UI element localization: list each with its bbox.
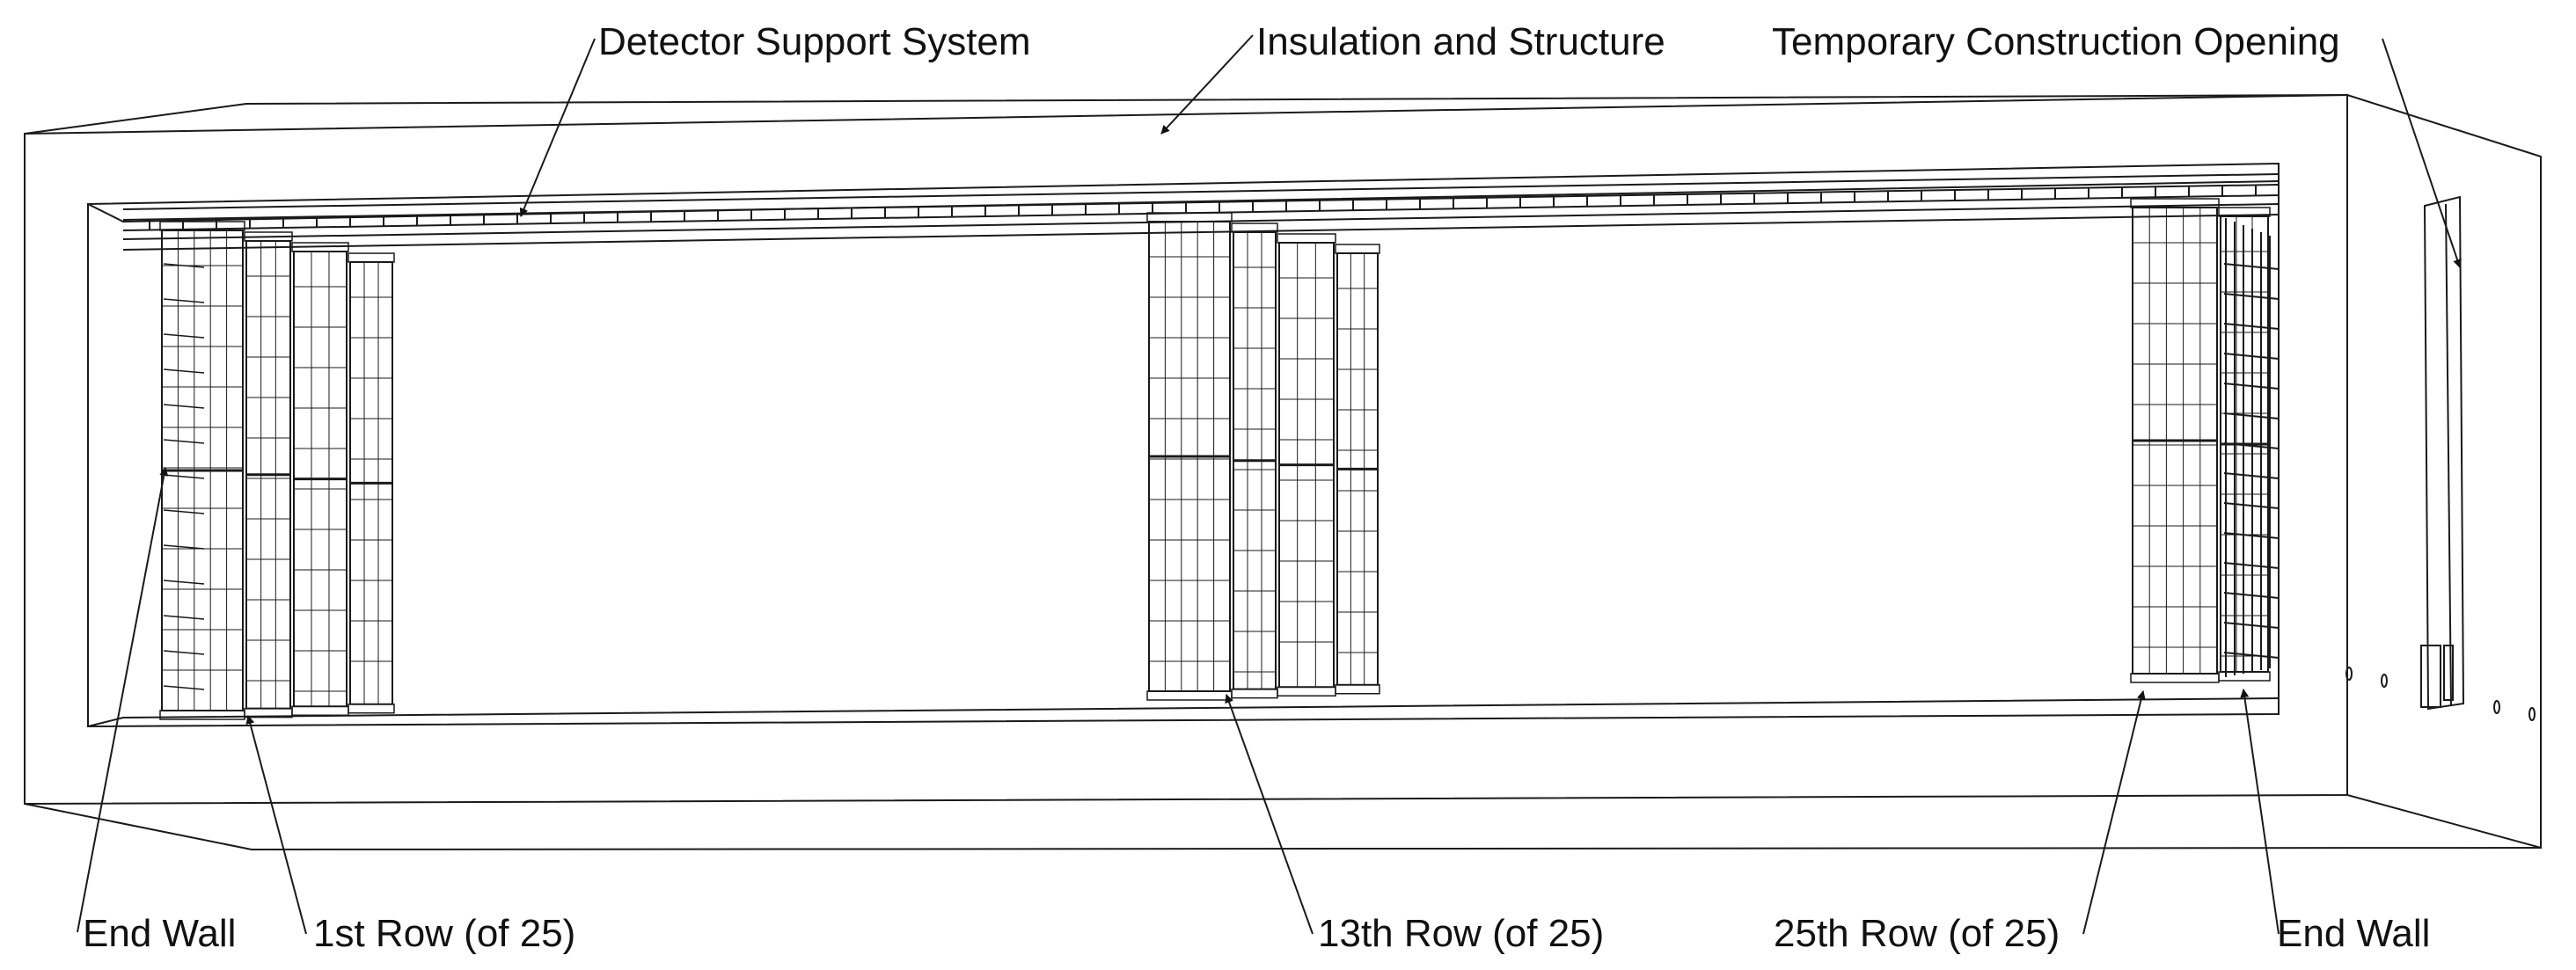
end-wall-rail-left	[164, 545, 204, 549]
support-beam	[123, 174, 2279, 209]
end-wall-rail-left	[164, 369, 204, 373]
port-3	[2493, 700, 2500, 714]
end-wall-rail	[2224, 533, 2279, 538]
apa-frame-cap	[1147, 213, 1232, 222]
apa-frame-cap	[1277, 234, 1336, 243]
side-face	[2347, 95, 2541, 848]
end-wall-rail	[2224, 563, 2279, 568]
support-beam	[123, 215, 2279, 250]
end-wall-rail-left	[164, 475, 204, 478]
apa-frame-cap	[292, 243, 348, 252]
apa-frame-cap	[2219, 208, 2270, 216]
apa-frame-cap	[1232, 223, 1277, 232]
apa-frame-foot	[1336, 685, 1379, 694]
end-wall-rail	[2224, 264, 2279, 269]
inner-opening	[88, 164, 2279, 726]
end-wall-rail	[2224, 294, 2279, 299]
end-wall-rail	[2224, 623, 2279, 628]
bottom-edge	[25, 804, 2541, 850]
label-detector-support-system: Detector Support System	[598, 20, 1031, 63]
end-wall-rail-left	[164, 510, 204, 514]
label-25th-row: 25th Row (of 25)	[1774, 912, 2060, 955]
opening-inner-line	[2446, 204, 2451, 705]
opening-door-left	[2421, 645, 2441, 707]
opening-door-right	[2444, 645, 2453, 700]
end-wall-rail	[2224, 443, 2279, 449]
leader-end-wall-left	[77, 467, 169, 932]
leader-insulation	[1161, 35, 1253, 135]
apa-frames	[160, 199, 2279, 719]
end-wall-rail-left	[164, 299, 204, 303]
end-wall-rail-left	[164, 651, 204, 654]
label-end-wall-left: End Wall	[83, 912, 237, 955]
end-wall-rail	[2224, 473, 2279, 478]
top-back-edge	[25, 95, 2347, 134]
label-temporary-construction-opening: Temporary Construction Opening	[1772, 20, 2340, 63]
end-wall-rail	[2224, 593, 2279, 598]
end-wall-rail	[2224, 354, 2279, 359]
apa-frame-foot	[348, 704, 394, 713]
end-wall-rail-left	[164, 686, 204, 689]
apa-frame-cap	[245, 232, 292, 241]
end-wall-rail	[2224, 413, 2279, 419]
inner-top-lip	[88, 181, 2279, 222]
end-wall-rail-left	[164, 405, 204, 408]
end-wall-rail	[2224, 383, 2279, 389]
port-2	[2381, 674, 2388, 688]
end-wall-rail-left	[164, 264, 204, 267]
label-end-wall-right: End Wall	[2277, 912, 2431, 955]
end-wall-rail	[2224, 503, 2279, 508]
detector-support-beams	[123, 174, 2279, 250]
construction-opening	[2345, 197, 2536, 721]
support-beam	[123, 185, 2279, 220]
end-wall-rail-left	[164, 616, 204, 619]
apa-frame-foot	[1232, 689, 1277, 698]
label-13th-row: 13th Row (of 25)	[1318, 912, 1605, 955]
end-wall-rail	[2224, 324, 2279, 329]
label-insulation-and-structure: Insulation and Structure	[1256, 20, 1665, 63]
leader-construction-opening	[2382, 39, 2462, 268]
end-wall-rail-left	[164, 440, 204, 443]
leader-1st-row	[245, 715, 306, 934]
apa-frame-foot	[2131, 674, 2219, 682]
end-wall-rail	[2224, 653, 2279, 658]
apa-frame-foot	[1147, 691, 1232, 700]
apa-frame-foot	[160, 711, 245, 719]
apa-frame-cap	[160, 222, 245, 230]
apa-frame-cap	[1336, 244, 1379, 253]
cryostat-box	[25, 95, 2541, 850]
apa-frame-cap	[2131, 199, 2219, 208]
inner-bottom-lip	[88, 698, 2279, 726]
leader-13th-row	[1225, 694, 1313, 934]
leader-end-wall-right	[2240, 689, 2279, 934]
apa-frame-foot	[1277, 687, 1336, 696]
port-4	[2528, 707, 2536, 721]
apa-frame-foot	[292, 706, 348, 715]
leader-detector-support	[519, 39, 595, 217]
end-wall-rail-left	[164, 580, 204, 584]
leader-25th-row	[2083, 690, 2146, 934]
end-wall-rail-left	[164, 334, 204, 338]
port-1	[2345, 667, 2353, 681]
label-1st-row: 1st Row (of 25)	[313, 912, 576, 955]
apa-frame-cap	[348, 253, 394, 262]
opening-frame	[2425, 197, 2463, 709]
leader-lines	[77, 35, 2462, 934]
